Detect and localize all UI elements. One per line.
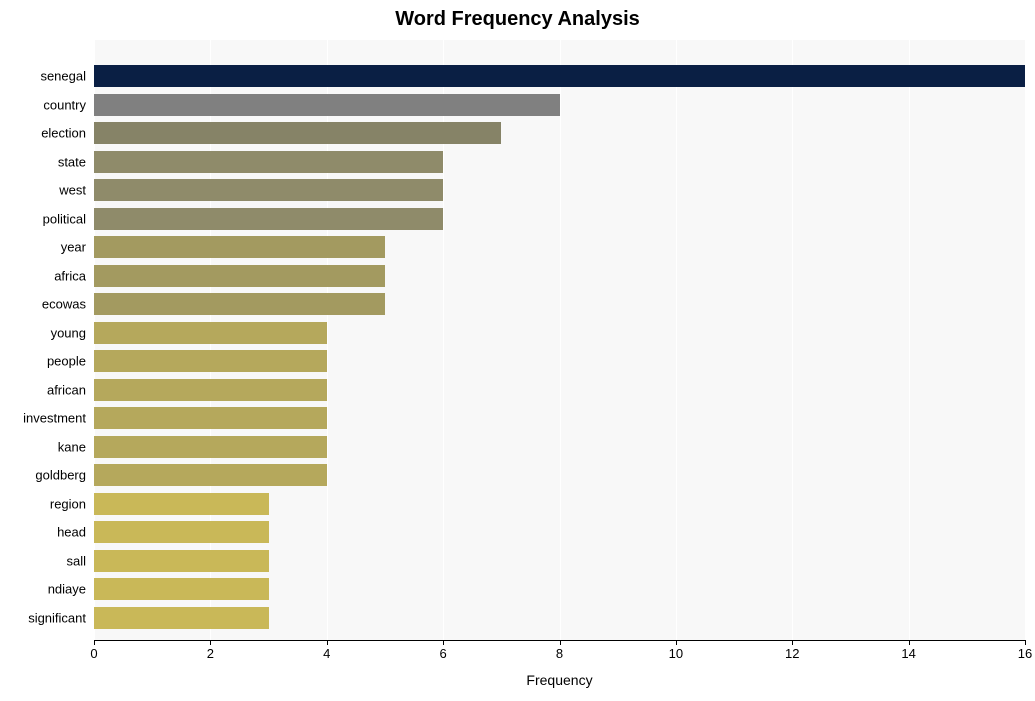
plot-area: 0246810121416senegalcountryelectionstate…: [94, 40, 1025, 640]
bar: [94, 122, 501, 144]
bar: [94, 293, 385, 315]
y-tick-label: election: [41, 126, 94, 141]
x-tick-mark: [1025, 640, 1026, 645]
bar: [94, 578, 269, 600]
x-tick-mark: [210, 640, 211, 645]
y-tick-label: head: [57, 525, 94, 540]
bar: [94, 208, 443, 230]
y-tick-label: senegal: [40, 69, 94, 84]
bar: [94, 521, 269, 543]
y-tick-label: africa: [54, 268, 94, 283]
x-tick-label: 8: [556, 646, 563, 661]
bar: [94, 65, 1025, 87]
x-tick-label: 2: [207, 646, 214, 661]
chart-title: Word Frequency Analysis: [0, 8, 1035, 31]
bar: [94, 322, 327, 344]
y-tick-label: sall: [66, 553, 94, 568]
y-tick-label: young: [51, 325, 94, 340]
x-tick-label: 16: [1018, 646, 1032, 661]
bar: [94, 493, 269, 515]
y-tick-label: ecowas: [42, 297, 94, 312]
y-tick-label: goldberg: [35, 468, 94, 483]
bar: [94, 607, 269, 629]
chart-container: Word Frequency Analysis 0246810121416sen…: [0, 0, 1035, 701]
y-tick-label: african: [47, 382, 94, 397]
x-tick-mark: [909, 640, 910, 645]
y-tick-label: region: [50, 496, 94, 511]
grid-line: [676, 40, 677, 640]
y-tick-label: significant: [28, 610, 94, 625]
y-tick-label: political: [43, 211, 94, 226]
x-tick-mark: [443, 640, 444, 645]
y-tick-label: west: [59, 183, 94, 198]
x-tick-label: 12: [785, 646, 799, 661]
bar: [94, 550, 269, 572]
y-tick-label: ndiaye: [48, 582, 94, 597]
bar: [94, 350, 327, 372]
y-tick-label: investment: [23, 411, 94, 426]
bar: [94, 179, 443, 201]
y-tick-label: state: [58, 154, 94, 169]
y-tick-label: kane: [58, 439, 94, 454]
x-tick-mark: [792, 640, 793, 645]
bar: [94, 151, 443, 173]
x-tick-label: 4: [323, 646, 330, 661]
x-axis-title: Frequency: [94, 672, 1025, 688]
bar: [94, 265, 385, 287]
bar: [94, 236, 385, 258]
x-tick-label: 6: [440, 646, 447, 661]
bar: [94, 379, 327, 401]
x-tick-mark: [560, 640, 561, 645]
x-tick-mark: [94, 640, 95, 645]
bar: [94, 94, 560, 116]
grid-line: [792, 40, 793, 640]
bar: [94, 464, 327, 486]
bar: [94, 407, 327, 429]
grid-line: [909, 40, 910, 640]
grid-line: [560, 40, 561, 640]
y-tick-label: people: [47, 354, 94, 369]
y-tick-label: country: [43, 97, 94, 112]
x-tick-label: 14: [901, 646, 915, 661]
x-tick-mark: [327, 640, 328, 645]
x-tick-mark: [676, 640, 677, 645]
x-tick-label: 10: [669, 646, 683, 661]
bar: [94, 436, 327, 458]
x-tick-label: 0: [90, 646, 97, 661]
y-tick-label: year: [61, 240, 94, 255]
grid-line: [1025, 40, 1026, 640]
